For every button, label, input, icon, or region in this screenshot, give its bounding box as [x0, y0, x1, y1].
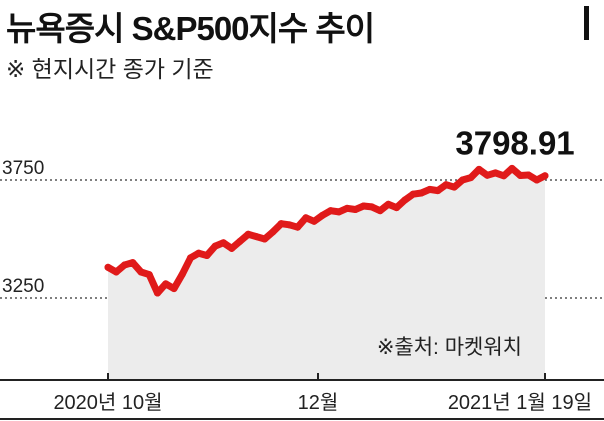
data-point — [450, 183, 458, 191]
y-tick-label: 3750 — [2, 158, 44, 179]
data-point — [261, 235, 269, 243]
data-point — [310, 217, 318, 225]
data-point — [434, 187, 442, 195]
data-point — [145, 271, 153, 279]
data-point — [186, 254, 194, 262]
data-point — [203, 252, 211, 260]
data-point — [393, 204, 401, 212]
chart-subtitle: ※ 현지시간 종가 기준 — [6, 56, 214, 82]
data-point — [500, 172, 508, 180]
chart-title: 뉴욕증시 S&P500지수 추이 — [6, 10, 375, 47]
data-point — [516, 172, 524, 180]
data-point — [327, 207, 335, 215]
data-point — [269, 228, 277, 236]
data-point — [343, 204, 351, 212]
data-point — [442, 181, 450, 189]
data-point — [467, 174, 475, 182]
data-point — [417, 189, 425, 197]
data-point — [525, 171, 533, 179]
data-point — [104, 263, 112, 271]
data-point — [294, 223, 302, 231]
x-tick-label: 2021년 1월 19일 — [448, 391, 592, 414]
data-point — [541, 172, 549, 180]
data-point — [368, 203, 376, 211]
data-point — [351, 206, 359, 213]
data-point — [426, 185, 434, 193]
data-point — [401, 196, 409, 204]
data-point — [211, 242, 219, 250]
data-point — [376, 207, 384, 215]
data-point — [153, 289, 161, 297]
data-point — [475, 165, 483, 173]
data-point — [120, 261, 128, 269]
data-point — [236, 237, 244, 245]
data-point — [384, 200, 392, 208]
data-point — [335, 208, 343, 216]
peak-label: 3798.91 — [455, 124, 574, 161]
data-point — [459, 176, 467, 184]
data-point — [137, 268, 145, 276]
data-point — [285, 221, 293, 229]
data-point — [228, 244, 236, 252]
data-point — [409, 190, 417, 198]
x-tick-label: 12월 — [298, 391, 339, 414]
data-point — [219, 239, 227, 247]
title-accent-bar — [584, 6, 589, 40]
data-point — [129, 259, 137, 267]
data-point — [318, 211, 326, 219]
data-point — [170, 285, 178, 293]
data-point — [533, 176, 541, 184]
y-tick-label: 3250 — [2, 276, 44, 297]
data-point — [244, 230, 252, 238]
x-tick-label: 2020년 10월 — [53, 391, 162, 414]
data-point — [483, 171, 491, 179]
source-note: ※출처: 마켓워치 — [377, 336, 522, 359]
data-point — [162, 280, 170, 288]
data-point — [277, 220, 285, 228]
data-point — [302, 214, 310, 222]
area-fill — [108, 168, 545, 380]
data-point — [178, 270, 186, 278]
data-point — [508, 164, 516, 172]
data-point — [360, 202, 368, 210]
data-point — [112, 268, 120, 276]
data-point — [492, 169, 500, 177]
data-point — [252, 233, 260, 241]
data-point — [195, 249, 203, 257]
